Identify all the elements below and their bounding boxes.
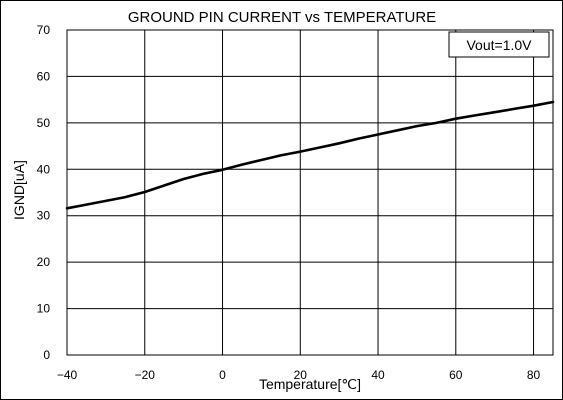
tick-labels: −40 −20 0 20 40 60 80 0 10 20 30 40 50 60 70: [37, 23, 541, 382]
x-axis-label: Temperature[℃]: [259, 376, 361, 392]
x-tick-label: 40: [371, 368, 385, 382]
x-tick-label: 80: [527, 368, 541, 382]
x-tick-label: 20: [294, 368, 308, 382]
legend-entry: Vout=1.0V: [466, 37, 532, 53]
legend-box: [448, 31, 550, 58]
y-tick-label: 0: [43, 348, 50, 362]
grid-lines: [67, 30, 553, 355]
x-tick-label: 60: [449, 368, 463, 382]
series-line: [65, 100, 555, 210]
legend: Vout=1.0V: [448, 31, 550, 58]
chart-title: GROUND PIN CURRENT vs TEMPERATURE: [128, 9, 436, 26]
x-tick-label: −20: [135, 368, 156, 382]
x-tick-label: −40: [57, 368, 78, 382]
y-tick-label: 20: [37, 255, 51, 269]
series-lines: [65, 100, 555, 210]
y-tick-label: 70: [37, 23, 51, 37]
y-tick-label: 10: [37, 302, 51, 316]
y-tick-label: 60: [37, 69, 51, 83]
x-tick-label: 0: [219, 368, 226, 382]
y-axis-label: IGND[uA]: [11, 160, 27, 220]
y-tick-label: 30: [37, 209, 51, 223]
plot-area-frame: [66, 29, 554, 356]
y-tick-label: 50: [37, 116, 51, 130]
y-tick-label: 40: [37, 162, 51, 176]
